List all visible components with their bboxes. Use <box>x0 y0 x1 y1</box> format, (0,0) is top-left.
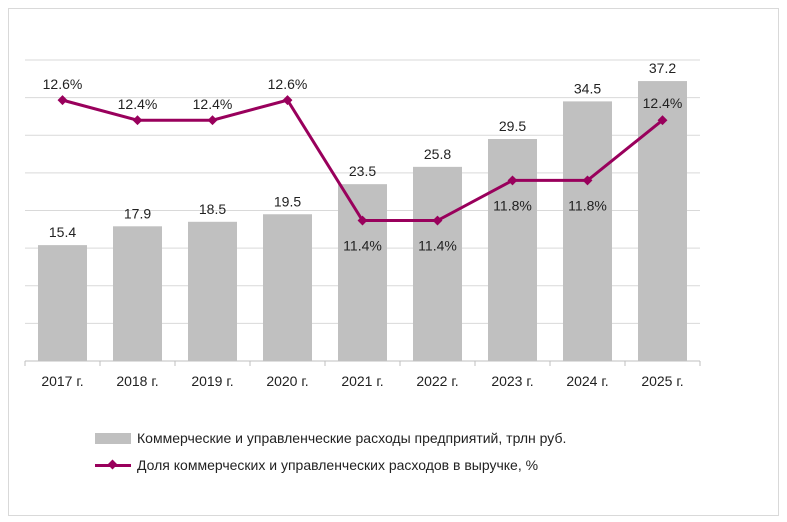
bar-data-label: 17.9 <box>124 205 151 221</box>
legend-item-bars: Коммерческие и управленческие расходы пр… <box>95 430 566 446</box>
line-marker <box>432 215 443 226</box>
x-tick-label: 2024 г. <box>566 373 608 389</box>
bar-data-label: 15.4 <box>49 224 76 240</box>
line-marker <box>357 215 368 226</box>
line-data-label: 12.6% <box>43 76 83 92</box>
x-tick-label: 2022 г. <box>416 373 458 389</box>
line-data-label: 11.4% <box>418 238 457 254</box>
bar <box>188 221 237 361</box>
line-marker <box>507 175 518 186</box>
bar-data-label: 34.5 <box>574 80 601 96</box>
line-marker <box>57 95 68 106</box>
line-data-label: 12.6% <box>268 76 308 92</box>
legend-item-line: Доля коммерческих и управленческих расхо… <box>95 457 538 473</box>
legend-label: Коммерческие и управленческие расходы пр… <box>137 430 567 446</box>
x-tick-label: 2018 г. <box>116 373 158 389</box>
chart-frame <box>8 8 779 516</box>
x-tick-label: 2017 г. <box>41 373 83 389</box>
line-marker <box>582 175 593 186</box>
line-marker <box>207 115 218 126</box>
bar-data-label: 23.5 <box>349 163 376 179</box>
bar-data-label: 29.5 <box>499 118 526 134</box>
x-tick-label: 2023 г. <box>491 373 533 389</box>
bar <box>413 166 462 361</box>
bar <box>563 101 612 361</box>
x-tick-label: 2019 г. <box>191 373 233 389</box>
x-tick-label: 2021 г. <box>341 373 383 389</box>
line-marker <box>132 115 143 126</box>
bar-data-label: 18.5 <box>199 201 226 217</box>
bar-data-label: 19.5 <box>274 193 301 209</box>
line-data-label: 12.4% <box>118 96 158 112</box>
line-data-label: 11.4% <box>343 238 382 254</box>
line-marker <box>657 115 668 126</box>
bar <box>38 245 87 361</box>
bar <box>488 139 537 361</box>
bar <box>113 226 162 361</box>
bar <box>338 184 387 361</box>
bar <box>638 81 687 361</box>
legend-line-swatch <box>95 458 131 472</box>
line-data-label: 12.4% <box>643 95 683 111</box>
bar-data-label: 25.8 <box>424 146 451 162</box>
x-tick-label: 2020 г. <box>266 373 308 389</box>
legend-bar-swatch <box>95 432 131 444</box>
bar-data-label: 37.2 <box>649 60 676 76</box>
line-data-label: 11.8% <box>568 197 607 213</box>
line-data-label: 12.4% <box>193 96 233 112</box>
line-data-label: 11.8% <box>493 197 532 213</box>
x-tick-label: 2025 г. <box>641 373 683 389</box>
legend-label: Доля коммерческих и управленческих расхо… <box>137 457 539 473</box>
bar <box>263 214 312 361</box>
